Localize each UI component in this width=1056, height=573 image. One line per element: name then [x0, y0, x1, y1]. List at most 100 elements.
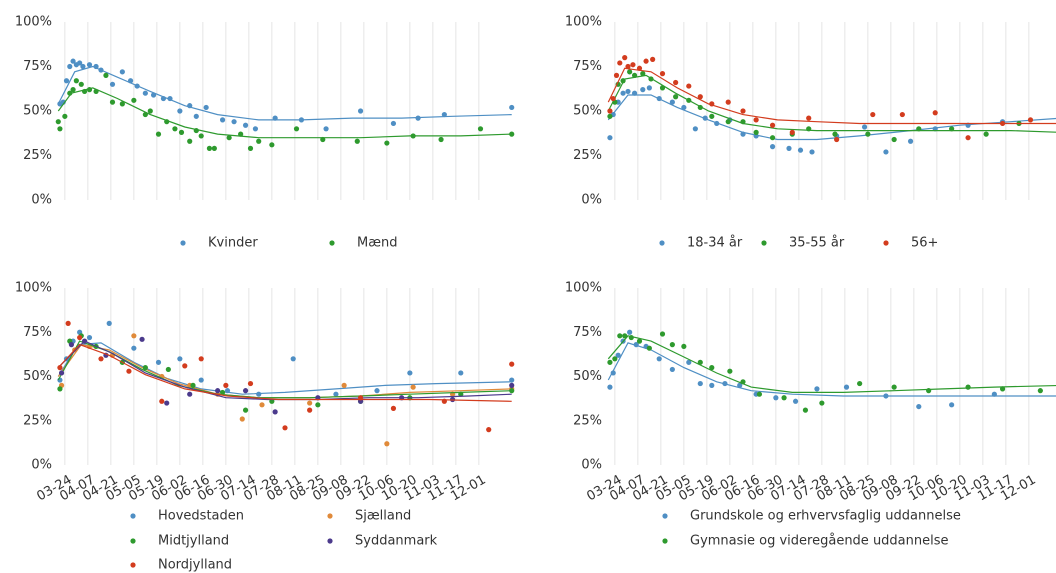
point	[648, 76, 654, 82]
point	[165, 366, 171, 373]
point	[93, 63, 99, 70]
legend-label: Gymnasie og videregående uddannelse	[690, 534, 949, 549]
point	[669, 342, 675, 348]
point	[753, 133, 759, 139]
point	[67, 63, 73, 70]
point	[686, 97, 692, 103]
point	[172, 126, 178, 132]
point	[899, 111, 905, 118]
point	[725, 99, 731, 105]
legend-label: Grundskole og erhvervsfaglig uddannelse	[690, 509, 961, 524]
y-tick-label: 25%	[573, 413, 602, 428]
y-tick-label: 75%	[573, 325, 602, 340]
point	[198, 133, 204, 139]
point	[769, 135, 776, 141]
point	[307, 407, 313, 413]
trend-line	[57, 65, 512, 121]
point	[320, 136, 326, 143]
trend-line	[57, 342, 512, 395]
legend-marker	[662, 513, 668, 519]
point	[57, 386, 63, 392]
point	[965, 135, 971, 141]
point	[147, 108, 153, 114]
point	[57, 365, 63, 371]
point	[390, 120, 397, 127]
point	[70, 87, 76, 93]
point	[307, 400, 313, 406]
point	[610, 95, 616, 102]
point	[740, 379, 746, 385]
point	[282, 425, 288, 431]
point	[607, 359, 613, 365]
legend-label: 56+	[911, 236, 938, 251]
point	[150, 92, 157, 98]
point	[753, 117, 759, 123]
point	[86, 334, 93, 341]
point	[155, 359, 162, 365]
point	[57, 126, 63, 132]
point	[182, 363, 188, 369]
point	[438, 136, 444, 143]
y-tick-label: 0%	[581, 458, 602, 473]
point	[223, 382, 229, 388]
point	[272, 409, 278, 415]
point	[686, 359, 692, 365]
point	[673, 79, 679, 86]
point	[612, 356, 618, 362]
point	[916, 126, 922, 132]
point	[740, 108, 746, 114]
point	[697, 359, 703, 365]
legend-marker	[883, 240, 889, 246]
point	[697, 380, 703, 387]
point	[702, 115, 708, 121]
point	[631, 72, 638, 78]
point	[67, 90, 73, 96]
point	[627, 69, 633, 75]
y-tick-label: 100%	[565, 281, 602, 296]
point	[178, 129, 185, 135]
point	[252, 126, 259, 132]
point	[155, 131, 162, 137]
point	[323, 126, 329, 132]
point	[725, 119, 731, 125]
point	[441, 111, 447, 118]
legend-label: Sjælland	[355, 509, 411, 524]
legend-label: 18-34 år	[687, 236, 743, 251]
point	[131, 97, 137, 103]
point	[509, 382, 515, 388]
point	[620, 90, 626, 96]
legend-label: Kvinder	[208, 236, 258, 251]
point	[219, 117, 226, 123]
trend-line	[607, 74, 1056, 133]
point	[98, 356, 104, 362]
point	[126, 368, 132, 374]
point	[789, 129, 795, 135]
point	[907, 138, 914, 144]
point	[773, 395, 779, 401]
point	[256, 391, 262, 397]
point	[709, 365, 715, 371]
point	[164, 400, 170, 406]
point	[458, 391, 464, 397]
point	[819, 400, 825, 406]
point	[98, 67, 104, 73]
legend-marker	[761, 240, 767, 246]
point	[620, 78, 626, 84]
point	[177, 356, 183, 362]
point	[809, 149, 815, 155]
point	[81, 88, 88, 95]
point	[65, 320, 71, 326]
point	[650, 56, 656, 62]
point	[357, 108, 364, 114]
point	[509, 131, 515, 137]
legend-label: 35-55 år	[789, 236, 845, 251]
point	[190, 382, 196, 388]
point	[486, 427, 492, 433]
point	[142, 90, 148, 96]
point	[477, 126, 484, 132]
legend-marker	[180, 240, 186, 246]
point	[610, 370, 616, 376]
point	[740, 131, 746, 137]
point	[669, 99, 675, 105]
